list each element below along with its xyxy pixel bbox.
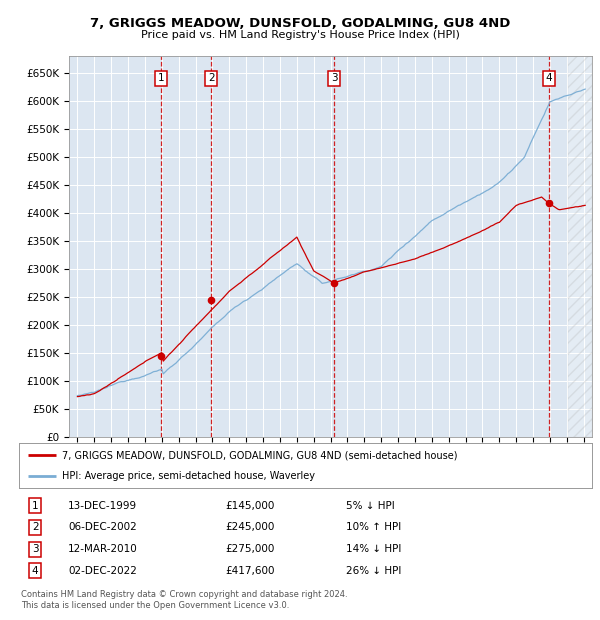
Text: 12-MAR-2010: 12-MAR-2010 <box>68 544 137 554</box>
Text: 4: 4 <box>545 73 552 83</box>
Text: £245,000: £245,000 <box>226 523 275 533</box>
Text: This data is licensed under the Open Government Licence v3.0.: This data is licensed under the Open Gov… <box>21 601 289 611</box>
Text: 13-DEC-1999: 13-DEC-1999 <box>68 501 137 511</box>
Text: 14% ↓ HPI: 14% ↓ HPI <box>346 544 401 554</box>
Text: £275,000: £275,000 <box>226 544 275 554</box>
Text: 3: 3 <box>32 544 38 554</box>
Text: Contains HM Land Registry data © Crown copyright and database right 2024.: Contains HM Land Registry data © Crown c… <box>21 590 347 600</box>
Text: 10% ↑ HPI: 10% ↑ HPI <box>346 523 401 533</box>
Text: £145,000: £145,000 <box>226 501 275 511</box>
Text: 02-DEC-2022: 02-DEC-2022 <box>68 566 137 576</box>
Text: Price paid vs. HM Land Registry's House Price Index (HPI): Price paid vs. HM Land Registry's House … <box>140 30 460 40</box>
Text: 4: 4 <box>32 566 38 576</box>
Text: 26% ↓ HPI: 26% ↓ HPI <box>346 566 401 576</box>
Text: 7, GRIGGS MEADOW, DUNSFOLD, GODALMING, GU8 4ND: 7, GRIGGS MEADOW, DUNSFOLD, GODALMING, G… <box>90 17 510 30</box>
Text: 2: 2 <box>208 73 214 83</box>
Text: 1: 1 <box>32 501 38 511</box>
Bar <box>568 56 592 437</box>
Text: 1: 1 <box>158 73 164 83</box>
Text: 5% ↓ HPI: 5% ↓ HPI <box>346 501 395 511</box>
Text: HPI: Average price, semi-detached house, Waverley: HPI: Average price, semi-detached house,… <box>62 471 315 481</box>
Text: 06-DEC-2002: 06-DEC-2002 <box>68 523 137 533</box>
Text: £417,600: £417,600 <box>226 566 275 576</box>
Text: 3: 3 <box>331 73 337 83</box>
Text: 2: 2 <box>32 523 38 533</box>
Text: 7, GRIGGS MEADOW, DUNSFOLD, GODALMING, GU8 4ND (semi-detached house): 7, GRIGGS MEADOW, DUNSFOLD, GODALMING, G… <box>62 450 458 461</box>
